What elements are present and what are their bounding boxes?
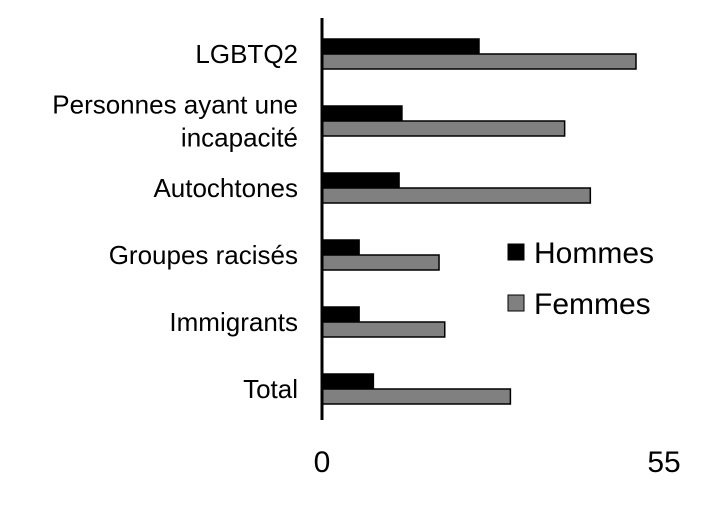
- category-label-3: Groupes racisés: [109, 240, 298, 270]
- category-label-2: Autochtones: [153, 173, 298, 203]
- category-label-line: Groupes racisés: [109, 240, 298, 270]
- legend-label-hommes: Hommes: [534, 237, 654, 270]
- legend-label-femmes: Femmes: [534, 288, 651, 321]
- category-label-4: Immigrants: [169, 307, 298, 337]
- bar-hommes-2: [321, 172, 400, 189]
- category-label-line: Personnes ayant une: [52, 90, 298, 120]
- bar-femmes-0: [321, 53, 637, 70]
- category-label-line: Autochtones: [153, 173, 298, 203]
- x-tick-label-1: 55: [647, 446, 680, 479]
- legend-swatch-femmes: [507, 294, 525, 312]
- bar-femmes-5: [321, 388, 512, 405]
- category-label-1: Personnes ayant une incapacité: [52, 90, 298, 153]
- bar-hommes-1: [321, 105, 403, 122]
- bar-femmes-3: [321, 254, 440, 271]
- bar-femmes-4: [321, 321, 446, 338]
- category-label-line: LGBTQ2: [195, 39, 298, 69]
- category-label-5: Total: [243, 374, 298, 404]
- category-label-line: incapacité: [181, 123, 298, 153]
- bar-hommes-5: [321, 373, 375, 390]
- legend-swatch-hommes: [507, 243, 525, 261]
- bar-femmes-1: [321, 120, 566, 137]
- bar-hommes-3: [321, 239, 360, 256]
- bar-hommes-4: [321, 306, 360, 323]
- category-label-line: Immigrants: [169, 307, 298, 337]
- bar-hommes-0: [321, 38, 480, 55]
- category-label-line: Total: [243, 374, 298, 404]
- x-tick-label-0: 0: [314, 446, 331, 479]
- bars-group: [321, 38, 637, 405]
- category-labels: LGBTQ2 Personnes ayant une incapacité Autoc…: [52, 39, 298, 404]
- category-label-0: LGBTQ2: [195, 39, 298, 69]
- bar-femmes-2: [321, 187, 592, 204]
- legend: Hommes Femmes: [507, 237, 654, 321]
